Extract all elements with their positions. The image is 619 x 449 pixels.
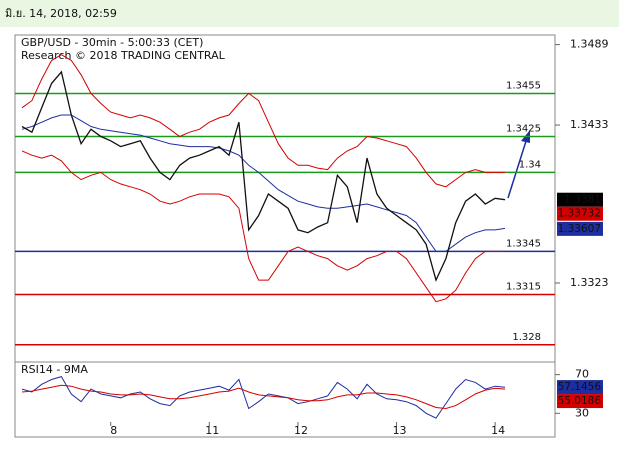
chart-title: GBP/USD - 30min - 5:00:33 (CET)	[21, 36, 203, 49]
series-line	[21, 150, 505, 303]
series-line	[21, 114, 506, 252]
level-label: 1.3345	[506, 238, 541, 249]
y-tick-label: 1.3323	[570, 276, 609, 289]
level-label: 1.3455	[506, 80, 541, 91]
forecast-arrow	[507, 137, 528, 199]
price-badge-label: 1.33732	[558, 208, 601, 220]
price-badge-label: 57.1456	[558, 381, 602, 393]
price-badge	[557, 192, 603, 207]
level-label: 1.328	[512, 332, 541, 343]
price-badge	[557, 206, 603, 221]
timestamp: มิ.ย. 14, 2018, 02:59	[5, 7, 117, 20]
x-tick-label: 11	[205, 424, 219, 437]
chart-subtitle: Research © 2018 TRADING CENTRAL	[21, 49, 226, 62]
x-tick-label: 8	[110, 424, 117, 437]
y-tick-label: 1.3433	[570, 118, 609, 131]
price-badge	[557, 221, 603, 236]
y-tick-label: 30	[575, 406, 589, 419]
level-label: 1.34	[519, 159, 541, 170]
series-line	[21, 384, 506, 410]
level-label: 1.3315	[506, 282, 541, 293]
x-tick-label: 14	[491, 424, 505, 437]
plot-frame	[14, 34, 556, 438]
price-badge-label: 1.3381	[564, 194, 601, 206]
header-bar	[0, 0, 619, 27]
x-tick-label: 12	[294, 424, 308, 437]
y-tick-label: 1.3489	[570, 38, 609, 51]
series-line	[21, 54, 505, 188]
series-line	[21, 70, 506, 282]
level-label: 1.3425	[506, 124, 541, 135]
price-badge	[557, 380, 603, 395]
price-badge-label: 55.0186	[558, 395, 602, 407]
price-badge	[557, 394, 603, 409]
price-badge-label: 1.33607	[558, 223, 601, 235]
y-tick-label: 70	[575, 368, 589, 381]
series-line	[21, 376, 506, 419]
rsi-title: RSI14 - 9MA	[21, 363, 88, 376]
x-tick-label: 13	[393, 424, 407, 437]
